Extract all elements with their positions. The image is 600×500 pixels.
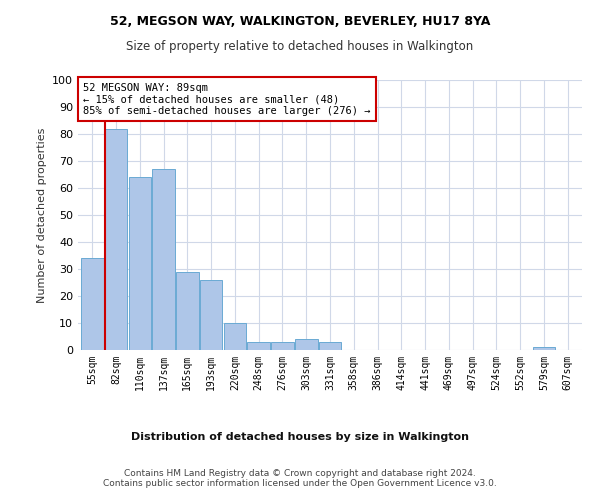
Text: Distribution of detached houses by size in Walkington: Distribution of detached houses by size … bbox=[131, 432, 469, 442]
Bar bbox=[200, 280, 223, 350]
Bar bbox=[176, 272, 199, 350]
Text: 52 MEGSON WAY: 89sqm
← 15% of detached houses are smaller (48)
85% of semi-detac: 52 MEGSON WAY: 89sqm ← 15% of detached h… bbox=[83, 82, 371, 116]
Bar bbox=[224, 323, 246, 350]
Bar bbox=[247, 342, 270, 350]
Bar bbox=[319, 342, 341, 350]
Bar bbox=[81, 258, 104, 350]
Text: Size of property relative to detached houses in Walkington: Size of property relative to detached ho… bbox=[127, 40, 473, 53]
Bar bbox=[271, 342, 294, 350]
Bar bbox=[152, 169, 175, 350]
Bar bbox=[533, 348, 555, 350]
Text: Contains public sector information licensed under the Open Government Licence v3: Contains public sector information licen… bbox=[103, 478, 497, 488]
Bar bbox=[128, 177, 151, 350]
Bar bbox=[105, 128, 127, 350]
Y-axis label: Number of detached properties: Number of detached properties bbox=[37, 128, 47, 302]
Text: 52, MEGSON WAY, WALKINGTON, BEVERLEY, HU17 8YA: 52, MEGSON WAY, WALKINGTON, BEVERLEY, HU… bbox=[110, 15, 490, 28]
Bar bbox=[295, 339, 317, 350]
Text: Contains HM Land Registry data © Crown copyright and database right 2024.: Contains HM Land Registry data © Crown c… bbox=[124, 468, 476, 477]
